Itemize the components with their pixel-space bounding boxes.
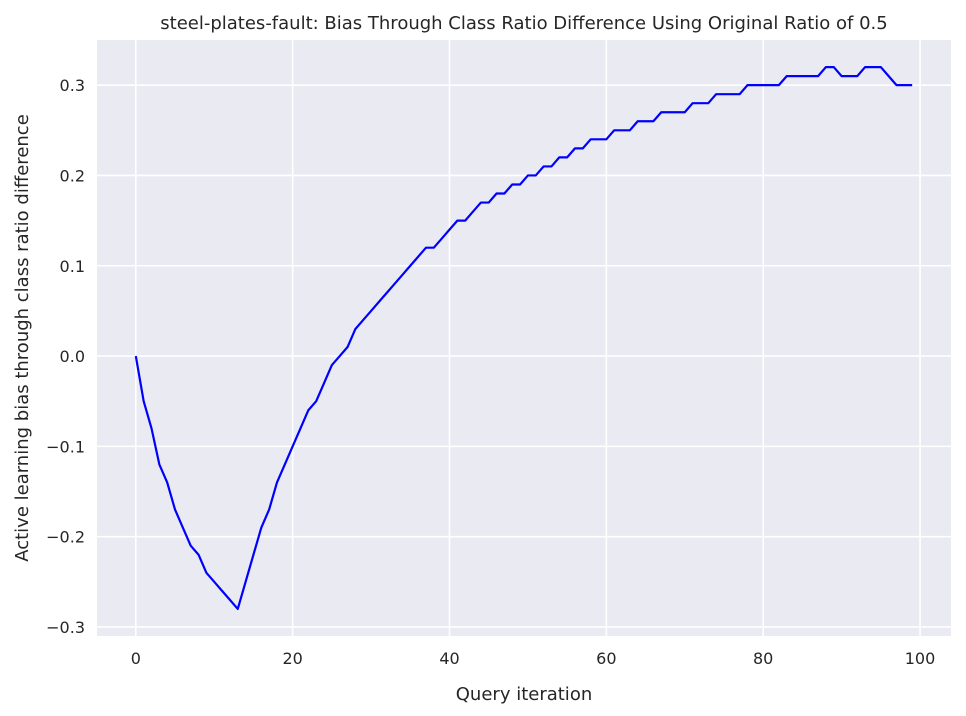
series-line: [134, 65, 913, 611]
y-tick-label: 0.0: [60, 347, 85, 366]
x-axis-label: Query iteration: [456, 684, 592, 705]
x-tick-label: 20: [282, 649, 302, 668]
chart-title: steel-plates-fault: Bias Through Class R…: [160, 13, 887, 34]
x-tick-label: 80: [753, 649, 773, 668]
series-layer: [134, 65, 913, 611]
x-tick-label: 0: [131, 649, 141, 668]
x-tick-label: 100: [905, 649, 936, 668]
y-tick-label: 0.3: [60, 76, 85, 95]
y-tick-label: −0.3: [46, 618, 85, 637]
y-tick-labels: −0.3 −0.2 −0.1 0.0 0.1 0.2 0.3: [46, 76, 85, 637]
plot-background: [97, 40, 951, 636]
y-tick-label: −0.2: [46, 528, 85, 547]
grid: [97, 40, 951, 636]
x-tick-label: 40: [439, 649, 459, 668]
x-tick-label: 60: [596, 649, 616, 668]
y-axis-label: Active learning bias through class ratio…: [12, 114, 33, 562]
x-tick-labels: 0 20 40 60 80 100: [131, 649, 936, 668]
y-tick-label: 0.2: [60, 166, 85, 185]
y-tick-label: 0.1: [60, 257, 85, 276]
y-tick-label: −0.1: [46, 437, 85, 456]
